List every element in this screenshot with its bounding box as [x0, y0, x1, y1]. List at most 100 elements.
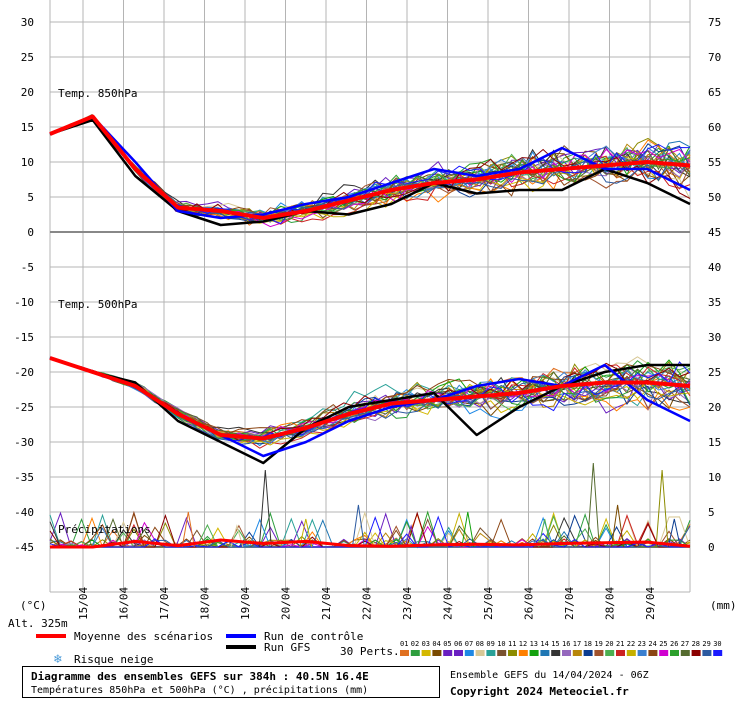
pert-swatch — [605, 650, 615, 656]
pert-number: 27 — [681, 640, 689, 648]
date-tick-label: 18/04 — [199, 587, 212, 620]
member-500-line — [49, 357, 691, 440]
pert-swatch — [410, 650, 420, 656]
pert-swatch — [659, 650, 669, 656]
left-unit-label: (°C) — [20, 599, 47, 612]
precip-spike — [461, 511, 475, 548]
date-tick-label: 21/04 — [320, 587, 333, 620]
legend: Moyenne des scénarios Run de contrôle Ru… — [36, 630, 400, 667]
left-tick-label: -30 — [14, 436, 34, 449]
precip-spike — [404, 524, 418, 548]
date-tick-label: 24/04 — [442, 587, 455, 620]
date-tick-label: 19/04 — [239, 587, 252, 620]
date-tick-label: 26/04 — [523, 587, 536, 620]
left-axis-ticks: 30 25 20 15 10 5 0 -5 -10 -15 -20 -25 -30 -35 -40 -45 — [14, 16, 34, 554]
pert-swatch — [443, 650, 453, 656]
pert-swatch — [594, 650, 604, 656]
precip-spike — [351, 504, 365, 548]
pert-swatch — [400, 650, 409, 656]
right-tick-label: 60 — [708, 121, 721, 134]
right-tick-label: 55 — [708, 156, 721, 169]
right-tick-label: 45 — [708, 226, 721, 239]
right-tick-label: 25 — [708, 366, 721, 379]
left-tick-label: -40 — [14, 506, 34, 519]
pert-number: 25 — [659, 640, 667, 648]
precip-spike — [299, 518, 313, 548]
member-850-line — [49, 116, 691, 225]
right-tick-label: 50 — [708, 191, 721, 204]
pert-number: 02 — [411, 640, 419, 648]
pert-number: 08 — [476, 640, 484, 648]
date-tick-label: 20/04 — [280, 587, 293, 620]
right-tick-label: 15 — [708, 436, 721, 449]
pert-swatch — [691, 650, 701, 656]
date-tick-label: 16/04 — [118, 587, 131, 620]
pert-swatch — [616, 650, 625, 656]
pert-number: 26 — [670, 640, 678, 648]
pert-number: 12 — [519, 640, 527, 648]
pert-swatch — [572, 650, 582, 656]
mean-precip-line — [50, 538, 691, 549]
pert-number: 09 — [486, 640, 494, 648]
pert-swatch — [562, 650, 571, 656]
pert-number: 21 — [616, 640, 624, 648]
right-tick-label: 30 — [708, 331, 721, 344]
pert-number: 15 — [551, 640, 559, 648]
date-tick-label: 27/04 — [563, 587, 576, 620]
date-tick-label: 15/04 — [77, 587, 90, 620]
right-tick-label: 20 — [708, 401, 721, 414]
pert-swatch — [486, 650, 496, 656]
pert-swatch — [497, 650, 507, 656]
left-tick-label: -45 — [14, 541, 34, 554]
date-tick-label: 25/04 — [482, 587, 495, 620]
pert-number: 30 — [713, 640, 721, 648]
perts-label: 30 Perts. — [340, 645, 400, 658]
pert-number: 13 — [530, 640, 538, 648]
highlighted-series — [49, 114, 691, 549]
pert-number: 17 — [573, 640, 581, 648]
pert-swatch — [551, 650, 561, 656]
footer-subtitle: Températures 850hPa et 500hPa (°C) , pré… — [31, 685, 369, 696]
pert-number: 24 — [648, 640, 656, 648]
pert-swatch — [540, 650, 550, 656]
pert-swatch — [421, 650, 431, 656]
date-tick-label: 17/04 — [158, 587, 171, 620]
precip-spike — [181, 511, 195, 548]
legend-mean-label: Moyenne des scénarios — [74, 630, 213, 643]
precip-spike — [538, 518, 552, 548]
right-tick-label: 0 — [708, 541, 715, 554]
pert-number: 16 — [562, 640, 570, 648]
right-unit-label: (mm) — [710, 599, 737, 612]
pert-number: 23 — [638, 640, 646, 648]
footer-box: Diagramme des ensembles GEFS sur 384h : … — [22, 666, 440, 698]
chart-grid — [49, 0, 691, 593]
right-tick-label: 10 — [708, 471, 721, 484]
right-tick-label: 75 — [708, 16, 721, 29]
member-850-line — [49, 115, 691, 222]
right-tick-label: 65 — [708, 86, 721, 99]
pert-swatch — [637, 650, 647, 656]
pert-number: 22 — [627, 640, 635, 648]
pert-number: 03 — [422, 640, 430, 648]
left-tick-label: 0 — [27, 226, 34, 239]
pert-number: 19 — [594, 640, 602, 648]
pert-swatch — [432, 650, 442, 656]
date-axis-ticks: 15/04 16/04 17/04 18/04 19/04 20/04 21/04 22/04… — [77, 587, 657, 620]
left-tick-label: 25 — [21, 51, 34, 64]
t850-label: Temp. 850hPa — [58, 87, 137, 100]
left-tick-label: -25 — [14, 401, 34, 414]
left-tick-label: -5 — [21, 261, 34, 274]
gfs-850-line — [49, 118, 691, 227]
pert-swatch — [583, 650, 593, 656]
pert-swatch — [518, 650, 528, 656]
legend-control-label: Run de contrôle — [264, 630, 363, 643]
precip-spike — [655, 469, 669, 548]
pert-swatch — [464, 650, 474, 656]
pert-number: 10 — [497, 640, 505, 648]
pert-swatch — [475, 650, 485, 656]
right-tick-label: 35 — [708, 296, 721, 309]
left-tick-label: 30 — [21, 16, 34, 29]
pert-number: 14 — [540, 640, 548, 648]
legend-gfs-label: Run GFS — [264, 641, 310, 654]
